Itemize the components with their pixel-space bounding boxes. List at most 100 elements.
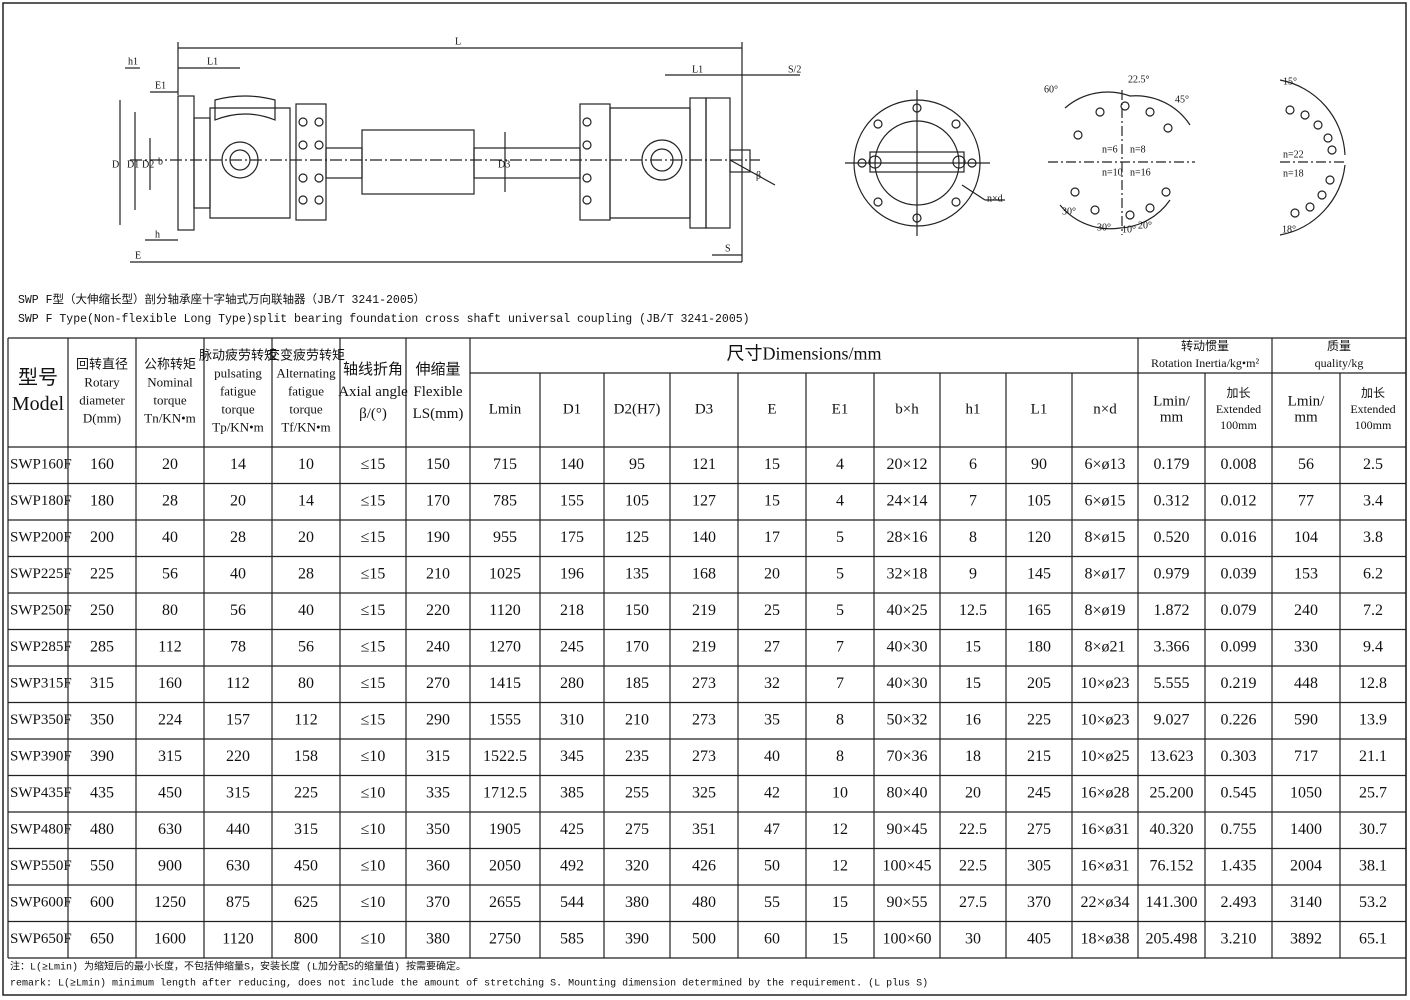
table-cell: 12 — [832, 857, 848, 874]
table-cell: 0.008 — [1221, 456, 1257, 473]
table-cell: 325 — [692, 784, 716, 801]
column-header: LS(mm) — [413, 406, 464, 422]
dim-label: E — [135, 250, 141, 261]
table-cell: 47 — [764, 821, 780, 838]
table-cell: ≤15 — [361, 711, 386, 728]
column-header: torque — [153, 392, 186, 407]
column-header: β/(°) — [359, 406, 387, 422]
table-cell: 55 — [764, 894, 780, 911]
table-cell: 0.039 — [1221, 565, 1257, 582]
caption: SWP F型（大伸缩长型）剖分轴承座十字轴式万向联轴器（JB/T 3241-20… — [18, 292, 425, 307]
group-header: 转动惯量 — [1181, 338, 1229, 353]
table-cell: 27 — [764, 638, 780, 655]
sub-header: 加长 — [1226, 386, 1250, 400]
table-cell: 405 — [1027, 930, 1051, 947]
table-cell: 13.9 — [1359, 711, 1387, 728]
table-cell: 1555 — [489, 711, 521, 728]
table-cell: 210 — [625, 711, 649, 728]
angle-label: 18° — [1282, 224, 1296, 235]
table-cell: 315 — [426, 748, 450, 765]
table-cell: 480 — [90, 821, 114, 838]
table-cell: 28 — [230, 529, 246, 546]
table-cell: 351 — [692, 821, 716, 838]
table-cell: 28 — [162, 492, 178, 509]
table-cell: 255 — [625, 784, 649, 801]
sub-header: n×d — [1093, 401, 1117, 417]
table-cell: 16×ø28 — [1080, 784, 1129, 801]
table-cell: 22.5 — [959, 857, 987, 874]
table-cell: 160 — [90, 456, 114, 473]
dim-label: S/2 — [788, 64, 801, 75]
table-cell: 245 — [560, 638, 584, 655]
sub-header: mm — [1294, 409, 1318, 425]
table-cell: 170 — [625, 638, 649, 655]
table-cell: 4 — [836, 492, 844, 509]
table-cell: 25 — [764, 602, 780, 619]
table-cell: 6 — [969, 456, 977, 473]
table-cell: 350 — [426, 821, 450, 838]
column-header: D(mm) — [83, 410, 121, 425]
table-cell: 120 — [1027, 529, 1051, 546]
column-header: 轴线折角 — [343, 361, 403, 378]
table-cell: 22.5 — [959, 821, 987, 838]
table-cell: 9 — [969, 565, 977, 582]
sub-header: E1 — [832, 401, 849, 417]
table-cell: 2.5 — [1363, 456, 1383, 473]
table-cell: 800 — [294, 930, 318, 947]
angle-label: 20° — [1138, 220, 1152, 231]
sub-header: D1 — [563, 401, 581, 417]
table-cell: 250 — [90, 602, 114, 619]
table-cell: 70×36 — [886, 748, 927, 765]
table-cell: ≤15 — [361, 602, 386, 619]
table-cell: 370 — [1027, 894, 1051, 911]
sub-header: Lmin — [489, 401, 522, 417]
table-cell: 8 — [969, 529, 977, 546]
table-cell: 150 — [426, 456, 450, 473]
table-cell: 1120 — [489, 602, 520, 619]
table-cell: 225 — [1027, 711, 1051, 728]
table-cell: 3.8 — [1363, 529, 1383, 546]
table-cell: 77 — [1298, 492, 1314, 509]
table-cell: 18 — [965, 748, 981, 765]
table-cell: 27.5 — [959, 894, 987, 911]
column-header: Tp/KN•m — [212, 419, 264, 434]
table-cell: 112 — [158, 638, 181, 655]
sub-header: 100mm — [1220, 418, 1257, 432]
table-cell: 335 — [426, 784, 450, 801]
caption: SWP F Type(Non-flexible Long Type)split … — [18, 313, 750, 326]
table-cell: 40×30 — [886, 638, 927, 655]
table-cell: 40 — [162, 529, 178, 546]
table-cell: 8×ø19 — [1084, 602, 1125, 619]
table-cell: 550 — [90, 857, 114, 874]
table-cell: 7 — [836, 675, 844, 692]
group-header: Rotation Inertia/kg•m² — [1151, 356, 1260, 370]
table-cell: ≤15 — [361, 675, 386, 692]
table-cell: 273 — [692, 748, 716, 765]
table-cell: 80 — [298, 675, 314, 692]
table-cell: 56 — [230, 602, 246, 619]
drawing-labels: L h1 L1 E1 D D1 D2 b h E D3 L1 S/2 β S n… — [112, 36, 1304, 261]
table-cell: 56 — [298, 638, 314, 655]
table-cell: ≤15 — [361, 638, 386, 655]
table-cell: 1250 — [154, 894, 186, 911]
table-cell: 315 — [226, 784, 250, 801]
technical-drawing — [119, 42, 1346, 263]
sub-header: L1 — [1031, 401, 1048, 417]
model-cell: SWP650F — [10, 931, 72, 947]
table-cell: 10×ø23 — [1080, 675, 1129, 692]
table-cell: 205 — [1027, 675, 1051, 692]
column-header: pulsating — [214, 365, 262, 380]
n-label: n=18 — [1283, 168, 1304, 179]
table-cell: 105 — [625, 492, 649, 509]
table-cell: 224 — [158, 711, 182, 728]
table-cell: 5 — [836, 565, 844, 582]
table-cell: 0.179 — [1154, 456, 1190, 473]
table-cell: 0.079 — [1221, 602, 1257, 619]
model-cell: SWP480F — [10, 822, 72, 838]
table-cell: 955 — [493, 529, 517, 546]
table-cell: 3.366 — [1154, 638, 1190, 655]
column-header: 型号 — [18, 366, 58, 389]
table-cell: 10×ø23 — [1080, 711, 1129, 728]
table-cell: 2004 — [1290, 857, 1322, 874]
table-cell: 5 — [836, 602, 844, 619]
